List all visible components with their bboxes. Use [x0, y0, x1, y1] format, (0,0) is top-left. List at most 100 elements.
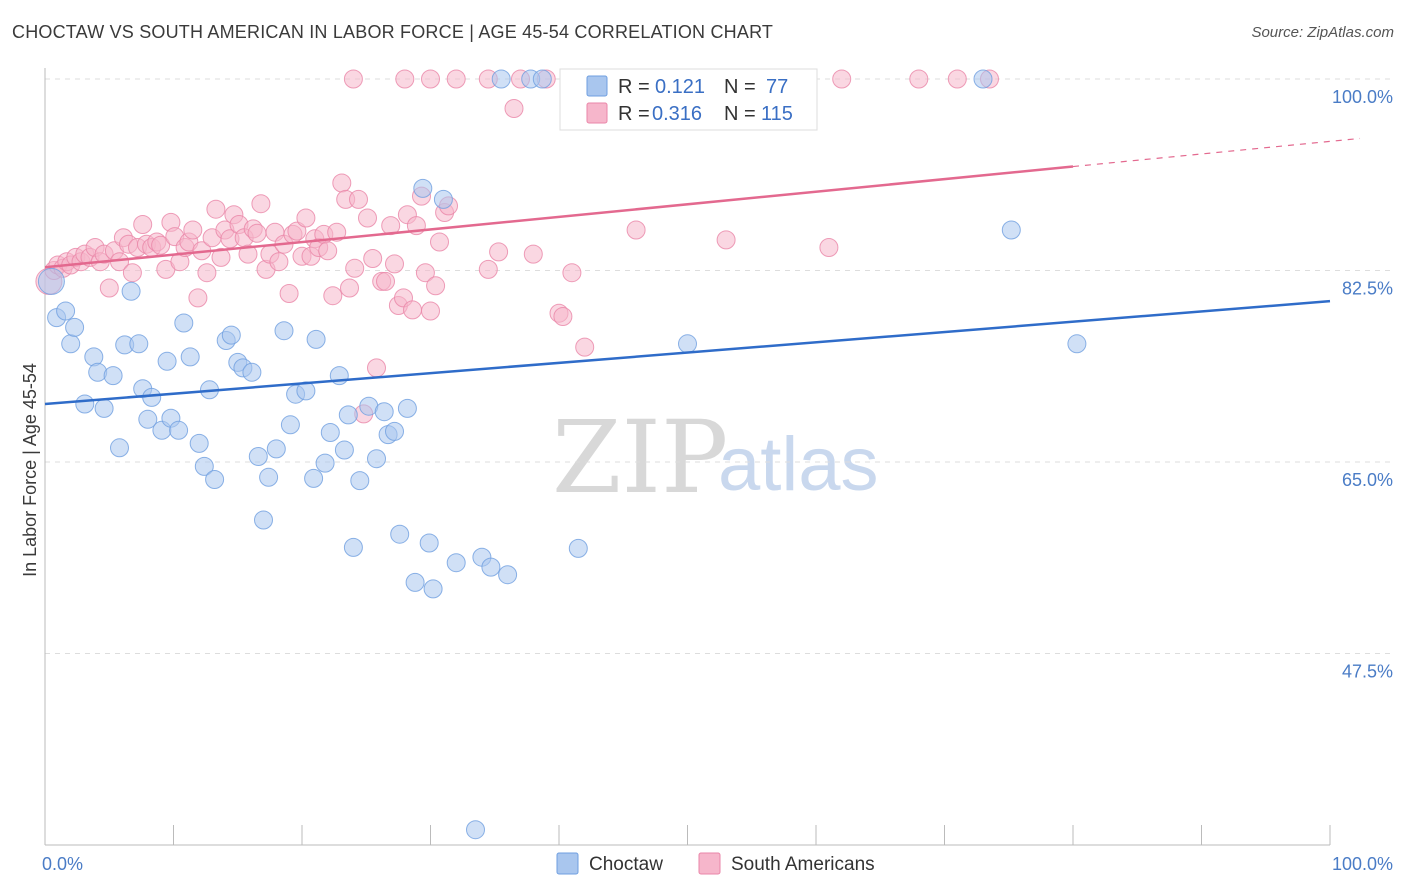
south-americans-point [421, 69, 440, 89]
choctaw-point [103, 366, 123, 386]
south-americans-point [421, 301, 440, 321]
source-credit: Source: ZipAtlas.com [1251, 24, 1394, 41]
choctaw-point [94, 398, 114, 418]
choctaw-point [266, 439, 286, 459]
stats-r-choctaw: 0.121 [655, 76, 705, 98]
choctaw-point [350, 471, 370, 491]
south-americans-point [716, 230, 736, 250]
south-americans-point [947, 69, 967, 89]
choctaw-point [56, 301, 76, 321]
choctaw-point [374, 402, 394, 422]
trend-lines [44, 137, 1361, 406]
south-americans-point [318, 241, 338, 261]
y-tick-label: 82.5% [1342, 279, 1393, 299]
choctaw-point [37, 267, 65, 295]
south-americans-point [151, 235, 171, 255]
south-americans-point [238, 244, 258, 264]
south-americans-point [358, 208, 377, 228]
south-americans-point [188, 288, 208, 308]
choctaw-point [254, 510, 273, 530]
south-americans-point [363, 249, 383, 268]
series-south-americans [35, 69, 999, 424]
legend-swatch-south-americans [698, 852, 721, 875]
choctaw-point [61, 334, 81, 354]
choctaw-point [157, 351, 177, 371]
watermark-atlas: atlas [718, 422, 879, 507]
choctaw-point [221, 325, 241, 345]
choctaw-point [242, 362, 262, 382]
choctaw-point [413, 178, 433, 198]
watermark-zip: ZIP [552, 399, 728, 516]
choctaw-point [306, 329, 326, 349]
south-americans-point [287, 221, 307, 241]
south-americans-point [269, 252, 289, 272]
choctaw-point [110, 438, 129, 458]
choctaw-point [397, 398, 417, 418]
south-americans-point [251, 194, 271, 214]
south-americans-point [575, 337, 595, 357]
south-americans-point [489, 242, 509, 262]
south-americans-point [426, 276, 446, 296]
choctaw-point [189, 433, 209, 453]
x-tick-label: 100.0% [1332, 854, 1393, 874]
choctaw-point [568, 538, 588, 558]
south-americans-point [345, 258, 365, 278]
x-tick-labels: 0.0% 100.0% [42, 854, 1393, 874]
choctaw-point [180, 347, 200, 367]
choctaw-point [481, 557, 501, 577]
axes [44, 68, 1331, 846]
south-americans-point [395, 69, 415, 89]
south-americans-point [403, 300, 422, 320]
trend-line-choctaw [44, 299, 1331, 406]
y-tick-label: 47.5% [1342, 662, 1393, 682]
south-americans-point [343, 69, 363, 89]
choctaw-point [385, 421, 404, 441]
south-americans-point [206, 199, 226, 219]
stats-r-label: R = [618, 103, 650, 125]
choctaw-point [433, 189, 453, 209]
south-americans-point [819, 238, 839, 257]
south-americans-point [349, 189, 368, 209]
south-americans-point [122, 263, 142, 283]
south-americans-point [626, 220, 646, 240]
choctaw-point [405, 572, 425, 592]
stats-swatch-choctaw [586, 75, 608, 97]
south-americans-point [99, 278, 119, 298]
south-americans-point [478, 259, 498, 279]
south-americans-point [523, 244, 543, 264]
choctaw-point [248, 447, 268, 466]
choctaw-point [304, 468, 324, 488]
south-americans-point [340, 278, 359, 298]
choctaw-point [446, 553, 466, 573]
stats-r-south-americans: 0.316 [652, 103, 702, 125]
south-americans-point [430, 232, 449, 252]
choctaw-point [338, 405, 358, 425]
legend-swatch-choctaw [556, 852, 579, 875]
stats-box: R = 0.121 N = 77 R = 0.316 N = 115 [559, 68, 818, 131]
south-americans-point [323, 286, 343, 306]
south-americans-point [197, 263, 217, 283]
x-tick-label: 0.0% [42, 854, 83, 874]
legend-label-south-americans: South Americans [731, 854, 875, 875]
choctaw-point [280, 415, 300, 435]
stats-swatch-south-americans [586, 102, 608, 124]
choctaw-point [129, 334, 149, 354]
choctaw-point [498, 565, 518, 585]
watermark: ZIP atlas [552, 399, 879, 516]
choctaw-point [466, 820, 485, 840]
south-americans-point [504, 99, 524, 118]
south-americans-point [376, 271, 395, 291]
stats-n-label: N = [724, 103, 756, 125]
choctaw-point [1067, 334, 1087, 354]
south-americans-point [909, 69, 929, 89]
y-tick-label: 65.0% [1342, 470, 1393, 490]
choctaw-point [65, 317, 85, 337]
choctaw-point [678, 334, 697, 354]
series-choctaw [37, 69, 1087, 840]
stats-r-label: R = [618, 76, 650, 98]
choctaw-point [259, 467, 279, 487]
choctaw-point [121, 281, 141, 301]
south-americans-point [553, 307, 573, 326]
south-americans-point [211, 247, 231, 267]
